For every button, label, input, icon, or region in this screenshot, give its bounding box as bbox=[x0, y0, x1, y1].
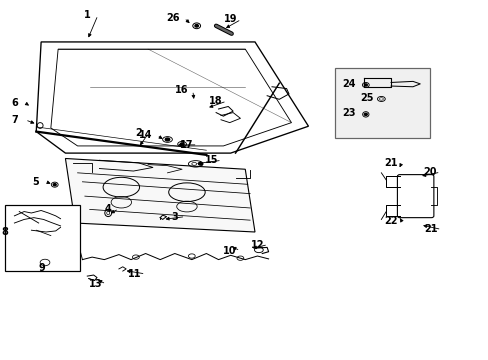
Text: 3: 3 bbox=[171, 212, 178, 221]
Text: 15: 15 bbox=[204, 155, 218, 165]
Ellipse shape bbox=[195, 24, 198, 27]
Text: 1: 1 bbox=[84, 10, 90, 20]
Text: 7: 7 bbox=[11, 115, 18, 125]
Text: 19: 19 bbox=[224, 14, 237, 24]
Ellipse shape bbox=[198, 163, 202, 165]
Polygon shape bbox=[65, 158, 254, 232]
Text: 14: 14 bbox=[139, 130, 153, 140]
Text: 12: 12 bbox=[250, 239, 264, 249]
Ellipse shape bbox=[165, 138, 169, 141]
Ellipse shape bbox=[364, 113, 366, 116]
Ellipse shape bbox=[180, 143, 183, 145]
Ellipse shape bbox=[364, 84, 366, 86]
Text: 23: 23 bbox=[342, 108, 355, 118]
Text: 9: 9 bbox=[39, 263, 45, 273]
Text: 21: 21 bbox=[384, 158, 397, 168]
Text: 4: 4 bbox=[104, 204, 111, 214]
Text: 21: 21 bbox=[423, 225, 437, 234]
Text: 10: 10 bbox=[223, 246, 236, 256]
Text: 24: 24 bbox=[342, 79, 355, 89]
Text: 13: 13 bbox=[89, 279, 102, 289]
Text: 22: 22 bbox=[384, 216, 397, 226]
Text: 16: 16 bbox=[175, 85, 188, 95]
Text: 6: 6 bbox=[11, 98, 18, 108]
Text: 2: 2 bbox=[135, 128, 142, 138]
FancyBboxPatch shape bbox=[5, 205, 80, 271]
Text: 20: 20 bbox=[422, 167, 436, 177]
Ellipse shape bbox=[53, 184, 56, 186]
Text: 26: 26 bbox=[166, 13, 180, 23]
FancyBboxPatch shape bbox=[334, 68, 429, 138]
Text: 5: 5 bbox=[32, 177, 39, 187]
Text: 25: 25 bbox=[359, 93, 373, 103]
Text: 17: 17 bbox=[180, 140, 193, 150]
Text: 8: 8 bbox=[1, 227, 8, 237]
Text: 18: 18 bbox=[209, 96, 223, 106]
Text: 11: 11 bbox=[128, 269, 142, 279]
